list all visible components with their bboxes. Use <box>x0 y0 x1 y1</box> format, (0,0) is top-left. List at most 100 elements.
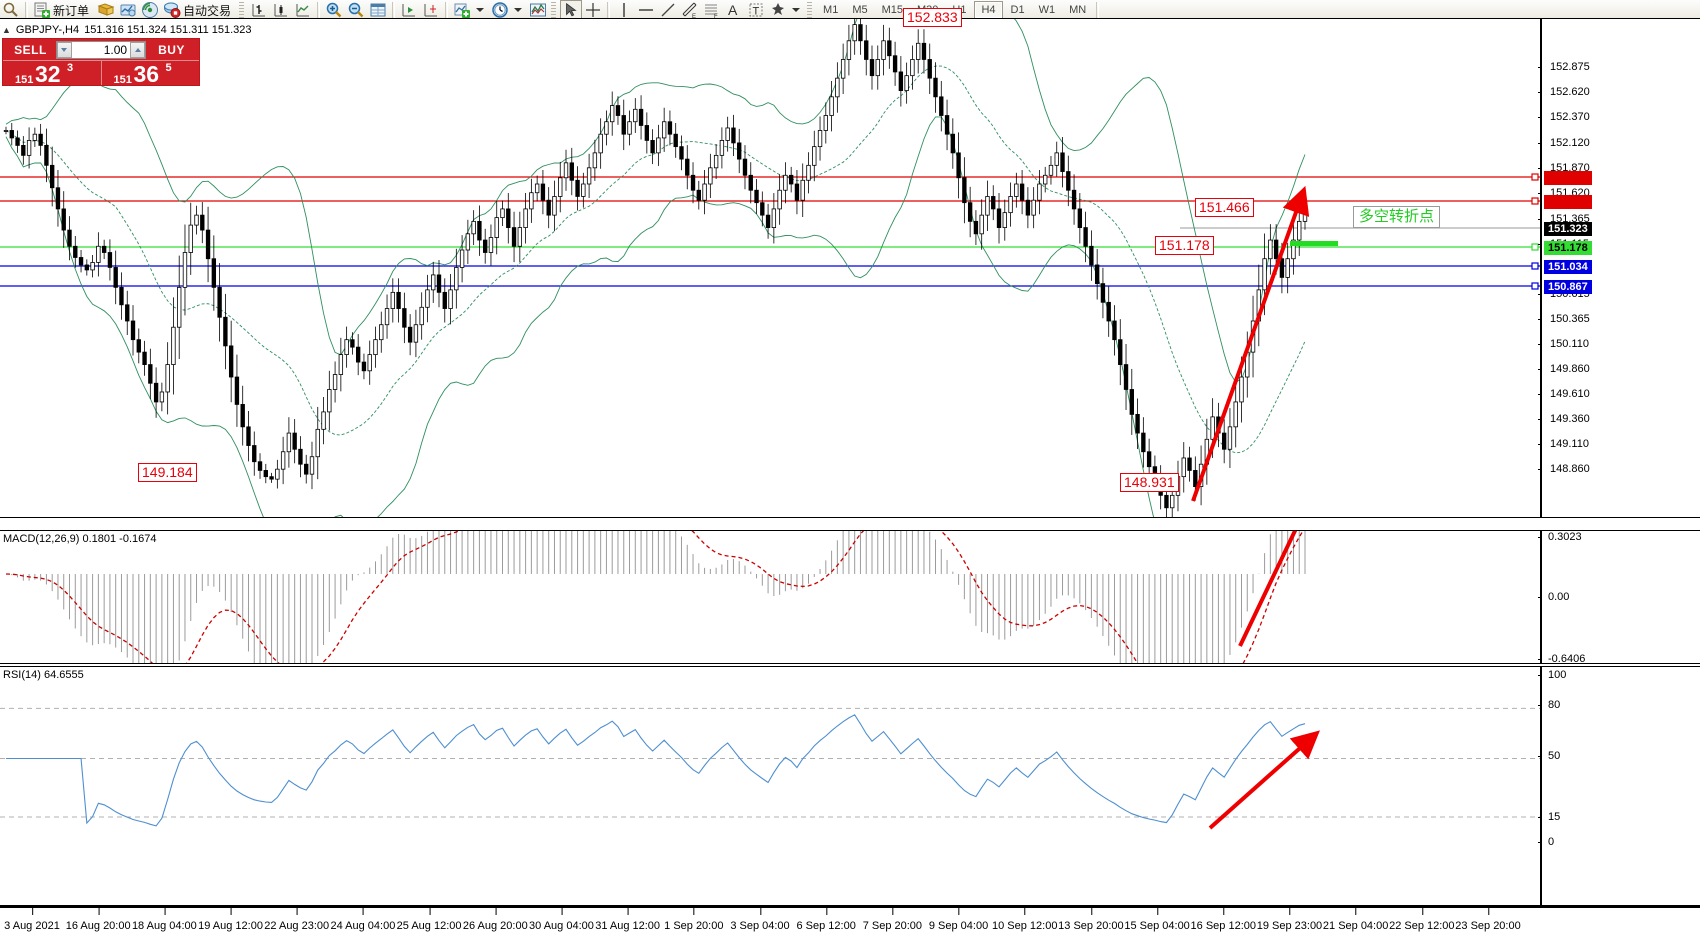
signal-icon[interactable] <box>139 0 161 20</box>
timeframe-d1[interactable]: D1 <box>1010 4 1025 16</box>
low-label[interactable]: 149.184 <box>138 463 197 482</box>
price-tag-current-price[interactable]: 151.323 <box>1544 222 1592 236</box>
price-chart-svg <box>0 19 1540 517</box>
sell-price-big: 32 <box>35 61 61 87</box>
macd-signal-line <box>5 531 1304 663</box>
price-tag-support-blue-2[interactable]: 150.867 <box>1544 280 1592 294</box>
objects-icon[interactable] <box>767 0 805 20</box>
lot-size-stepper[interactable]: 1.00 <box>55 40 147 59</box>
rsi-tick-4: 0 <box>1537 836 1554 848</box>
toolbar-separator <box>607 1 611 19</box>
timeframe-m5[interactable]: M5 <box>852 4 868 16</box>
price-tag-support-blue-1[interactable]: 151.034 <box>1544 260 1592 274</box>
cursor-icon[interactable] <box>560 0 583 20</box>
price-tick-12: 149.610 <box>1538 388 1590 400</box>
lot-size-input[interactable]: 1.00 <box>103 42 128 57</box>
indicators-icon[interactable] <box>451 0 489 20</box>
macd-histogram <box>11 531 1306 663</box>
chevron-down-icon[interactable] <box>792 8 801 12</box>
time-tick-10: 1 Sep 20:00 <box>664 908 724 932</box>
toolbar-grip[interactable] <box>807 2 813 18</box>
shift-end-icon[interactable] <box>398 0 420 20</box>
text-box-icon[interactable]: T <box>745 0 767 20</box>
timeframe-h4[interactable]: H4 <box>974 1 1003 19</box>
chevron-down-icon[interactable] <box>476 8 485 12</box>
up-arrow-main <box>1191 185 1310 502</box>
chevron-down-icon[interactable] <box>514 8 523 12</box>
toolbar-grip[interactable] <box>239 2 245 18</box>
macd-tick-1: 0.00 <box>1537 591 1569 603</box>
chevron-up-icon <box>134 47 141 52</box>
toolbar-separator <box>25 1 28 19</box>
toolbar-separator <box>317 1 321 19</box>
rsi-axis[interactable]: 100 80 50 15 0 <box>1537 667 1700 905</box>
price-axis[interactable]: 152.875 152.620 152.370 152.120 151.870 151.6… <box>1538 19 1700 517</box>
rsi-pane[interactable]: 100 80 50 15 0 RSI(14) 64.6555 <box>0 666 1700 906</box>
price-tag-resistance-2[interactable]: 151.542 <box>1544 195 1592 209</box>
horizontal-line-icon[interactable] <box>635 0 657 20</box>
rsi-caption: RSI(14) 64.6555 <box>3 669 84 681</box>
new-order-button[interactable]: 新订单 <box>31 0 95 20</box>
data-window-icon[interactable] <box>367 0 389 20</box>
candlestick-chart-icon[interactable] <box>270 0 292 20</box>
main-toolbar[interactable]: 新订单 自动交易 <box>0 0 1700 21</box>
sell-price[interactable]: 151 32 3 <box>3 60 101 87</box>
zoom-in-icon[interactable] <box>323 0 345 20</box>
sell-button[interactable]: SELL <box>14 42 47 57</box>
target-label[interactable]: 151.466 <box>1195 198 1254 217</box>
bar-chart-icon[interactable] <box>248 0 270 20</box>
auto-scroll-icon[interactable] <box>420 0 442 20</box>
price-tag-support-green[interactable]: 151.178 <box>1544 241 1592 255</box>
lot-increase-button[interactable] <box>130 41 146 58</box>
chart-window-icon[interactable] <box>117 0 139 20</box>
timeframe-mn[interactable]: MN <box>1069 4 1087 16</box>
time-tick-17: 15 Sep 04:00 <box>1124 908 1190 932</box>
buy-price[interactable]: 151 36 5 <box>100 60 199 86</box>
time-tick-4: 22 Aug 23:00 <box>264 908 330 932</box>
vertical-line-icon[interactable] <box>613 0 635 20</box>
time-tick-8: 30 Aug 04:00 <box>529 908 594 932</box>
price-tag-resistance-1[interactable]: 151.732 <box>1544 171 1592 185</box>
bottom-label[interactable]: 148.931 <box>1120 473 1179 492</box>
time-tick-15: 10 Sep 12:00 <box>991 908 1058 932</box>
svg-text:A: A <box>728 2 738 18</box>
auto-trading-button[interactable]: 自动交易 <box>161 0 237 20</box>
equidistant-channel-icon[interactable]: E <box>679 0 701 20</box>
macd-axis[interactable]: 0.3023 0.00 -0.6406 <box>1537 531 1700 665</box>
support-label[interactable]: 151.178 <box>1155 236 1214 255</box>
price-chart-pane[interactable]: 152.875 152.620 152.370 152.120 151.870 151.6… <box>0 18 1700 518</box>
toolbar-grip[interactable] <box>551 2 557 18</box>
time-axis[interactable]: 3 Aug 2021 16 Aug 20:00 18 Aug 04:00 19 Aug… <box>0 906 1700 936</box>
price-tick-15: 148.860 <box>1538 463 1590 475</box>
price-plot-area[interactable] <box>0 19 1540 517</box>
high-label[interactable]: 152.833 <box>903 8 962 27</box>
price-level-anchor-resistance-2 <box>1531 197 1539 205</box>
magnifier-icon[interactable] <box>0 0 22 20</box>
price-level-anchor-support-green <box>1531 243 1539 251</box>
macd-pane[interactable]: 0.3023 0.00 -0.6406 MACD(12,26,9) 0.1801 -… <box>0 530 1700 665</box>
zoom-out-icon[interactable] <box>345 0 367 20</box>
crosshair-icon[interactable] <box>582 0 604 20</box>
time-tick-22: 23 Sep 20:00 <box>1455 908 1521 932</box>
text-label-icon[interactable]: A <box>723 0 745 20</box>
buy-button[interactable]: BUY <box>158 42 185 57</box>
period-icon[interactable] <box>489 0 527 20</box>
lot-decrease-button[interactable] <box>56 41 72 58</box>
rsi-tick-1: 80 <box>1537 699 1560 711</box>
macd-svg <box>5 531 1306 663</box>
rsi-plot-area[interactable] <box>0 667 1540 905</box>
timeframe-m15[interactable]: M15 <box>881 4 903 16</box>
line-chart-icon[interactable] <box>292 0 314 20</box>
trendline-icon[interactable] <box>657 0 679 20</box>
timeframe-w1[interactable]: W1 <box>1038 4 1056 16</box>
octp-price-row: 151 32 3 151 36 5 <box>3 60 199 87</box>
turning-point-note[interactable]: 多空转折点 <box>1353 206 1441 228</box>
templates-icon[interactable] <box>527 0 549 20</box>
fibonacci-icon[interactable]: F <box>701 0 723 20</box>
time-tick-2: 18 Aug 04:00 <box>131 908 197 932</box>
one-click-trading-panel[interactable]: SELL 1.00 BUY 151 32 3 151 36 5 <box>2 38 200 86</box>
timeframe-m1[interactable]: M1 <box>823 4 839 16</box>
folder-icon[interactable] <box>95 0 117 20</box>
macd-plot-area[interactable] <box>0 531 1540 663</box>
